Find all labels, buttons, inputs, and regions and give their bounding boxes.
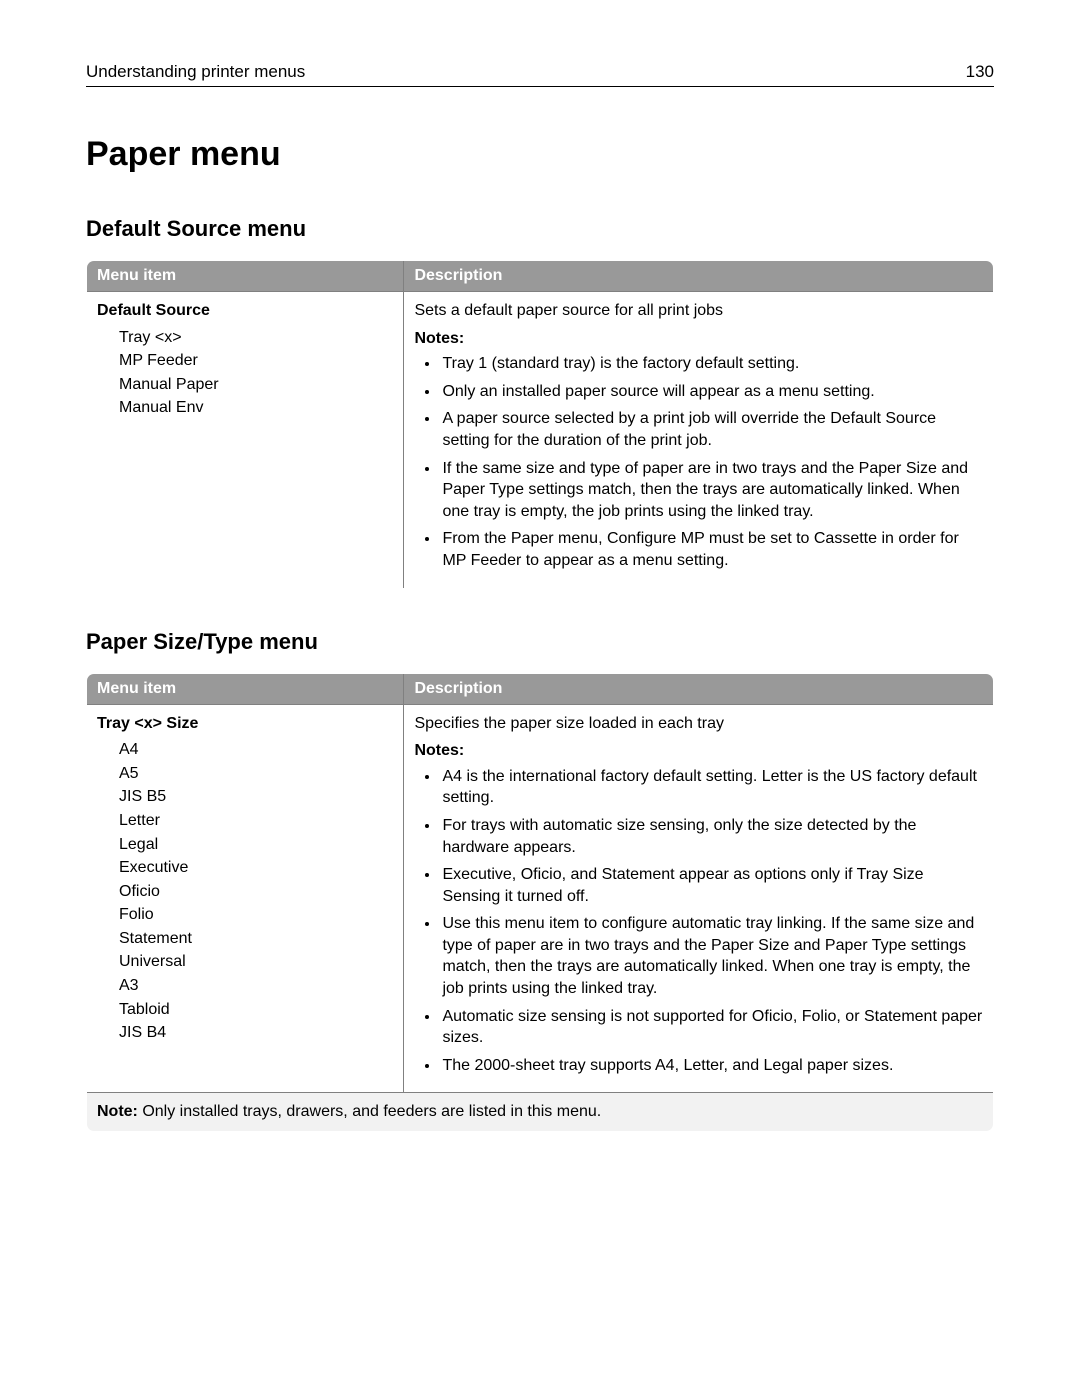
footnote-label: Note:: [97, 1103, 138, 1120]
page-number: 130: [966, 62, 994, 82]
table-footnote-cell: Note: Only installed trays, drawers, and…: [87, 1093, 994, 1132]
list-item: Oficio: [119, 880, 393, 904]
list-item: The 2000‑sheet tray supports A4, Letter,…: [440, 1055, 983, 1077]
paper-size-type-table: Menu item Description Tray <x> Size A4A5…: [86, 673, 994, 1133]
description-cell: Specifies the paper size loaded in each …: [404, 704, 994, 1093]
list-item: A3: [119, 974, 393, 998]
list-item: A paper source selected by a print job w…: [440, 408, 983, 451]
menu-item-options: Tray <x>MP FeederManual PaperManual Env: [97, 326, 393, 420]
table-row: Default Source Tray <x>MP FeederManual P…: [87, 292, 994, 589]
list-item: For trays with automatic size sensing, o…: [440, 815, 983, 858]
document-page: Understanding printer menus 130 Paper me…: [0, 0, 1080, 1192]
notes-label: Notes:: [414, 328, 983, 350]
menu-item-title: Tray <x> Size: [97, 713, 393, 735]
footnote-text: Only installed trays, drawers, and feede…: [138, 1103, 601, 1120]
notes-list: Tray 1 (standard tray) is the factory de…: [414, 353, 983, 571]
list-item: Letter: [119, 809, 393, 833]
table-footnote-row: Note: Only installed trays, drawers, and…: [87, 1093, 994, 1132]
list-item: Universal: [119, 950, 393, 974]
list-item: Manual Paper: [119, 373, 393, 397]
list-item: A4 is the international factory default …: [440, 766, 983, 809]
list-item: From the Paper menu, Configure MP must b…: [440, 528, 983, 571]
menu-item-cell: Tray <x> Size A4A5JIS B5LetterLegalExecu…: [87, 704, 404, 1093]
col-header-menu-item: Menu item: [87, 673, 404, 704]
list-item: Tray <x>: [119, 326, 393, 350]
description-lead: Specifies the paper size loaded in each …: [414, 713, 983, 735]
list-item: A4: [119, 738, 393, 762]
list-item: If the same size and type of paper are i…: [440, 458, 983, 523]
list-item: Statement: [119, 927, 393, 951]
table-row: Tray <x> Size A4A5JIS B5LetterLegalExecu…: [87, 704, 994, 1093]
menu-item-options: A4A5JIS B5LetterLegalExecutiveOficioFoli…: [97, 738, 393, 1045]
table-header-row: Menu item Description: [87, 261, 994, 292]
notes-list: A4 is the international factory default …: [414, 766, 983, 1077]
col-header-description: Description: [404, 261, 994, 292]
section-title: Understanding printer menus: [86, 62, 305, 82]
description-cell: Sets a default paper source for all prin…: [404, 292, 994, 589]
list-item: Tabloid: [119, 998, 393, 1022]
list-item: Automatic size sensing is not supported …: [440, 1006, 983, 1049]
list-item: A5: [119, 762, 393, 786]
list-item: Use this menu item to configure automati…: [440, 913, 983, 999]
running-header: Understanding printer menus 130: [86, 62, 994, 87]
list-item: Folio: [119, 903, 393, 927]
page-title: Paper menu: [86, 135, 994, 174]
default-source-heading: Default Source menu: [86, 216, 994, 242]
list-item: Legal: [119, 833, 393, 857]
notes-label: Notes:: [414, 740, 983, 762]
col-header-description: Description: [404, 673, 994, 704]
menu-item-cell: Default Source Tray <x>MP FeederManual P…: [87, 292, 404, 589]
list-item: Tray 1 (standard tray) is the factory de…: [440, 353, 983, 375]
list-item: Manual Env: [119, 396, 393, 420]
list-item: JIS B4: [119, 1021, 393, 1045]
menu-item-title: Default Source: [97, 300, 393, 322]
list-item: Only an installed paper source will appe…: [440, 381, 983, 403]
list-item: JIS B5: [119, 785, 393, 809]
description-lead: Sets a default paper source for all prin…: [414, 300, 983, 322]
paper-size-type-heading: Paper Size/Type menu: [86, 629, 994, 655]
table-header-row: Menu item Description: [87, 673, 994, 704]
list-item: MP Feeder: [119, 349, 393, 373]
list-item: Executive, Oficio, and Statement appear …: [440, 864, 983, 907]
col-header-menu-item: Menu item: [87, 261, 404, 292]
default-source-table: Menu item Description Default Source Tra…: [86, 260, 994, 589]
list-item: Executive: [119, 856, 393, 880]
